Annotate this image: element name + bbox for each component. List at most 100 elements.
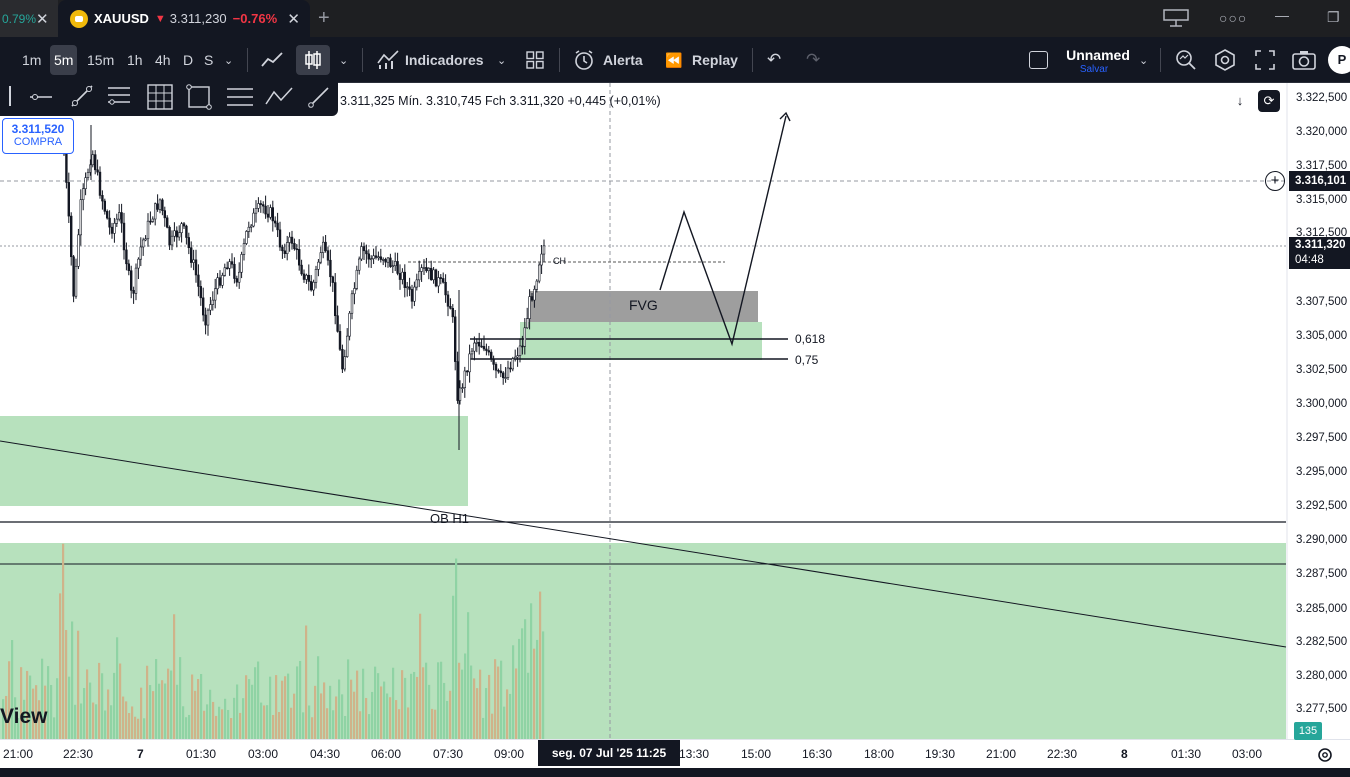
- line-chart-icon[interactable]: [260, 50, 284, 70]
- candle-body: [408, 286, 411, 290]
- candle-body: [420, 267, 423, 272]
- volume-bar: [62, 543, 65, 739]
- fullscreen-icon[interactable]: [1255, 50, 1275, 70]
- volume-bar: [200, 674, 203, 739]
- arrow-down-icon[interactable]: ↓: [1236, 93, 1244, 108]
- chevron-down-icon[interactable]: ⌄: [224, 54, 234, 67]
- candle-body: [530, 296, 534, 301]
- price-chart[interactable]: [0, 83, 1350, 777]
- candle-body: [132, 290, 135, 294]
- candle-body: [309, 281, 313, 291]
- interval-4h[interactable]: 4h: [155, 52, 171, 68]
- candles-button[interactable]: [296, 45, 330, 75]
- volume-bar: [50, 684, 53, 739]
- chevron-down-icon[interactable]: ⌄: [339, 54, 349, 67]
- browser-tab-bar: 0.79% ✕ XAUUSD ▼ 3.311,230 −0.76% ✕ + ○○…: [0, 0, 1350, 37]
- redo-icon[interactable]: ↷: [806, 50, 821, 69]
- candle-body: [139, 246, 142, 260]
- close-icon[interactable]: ✕: [36, 10, 49, 28]
- candle-body: [338, 331, 342, 350]
- rectangle-tool-icon[interactable]: [186, 84, 212, 110]
- parallel-lines-tool-icon[interactable]: [227, 88, 253, 106]
- interval-s[interactable]: S: [204, 52, 214, 68]
- profile-button[interactable]: P: [1328, 46, 1350, 74]
- zone-green-left: [0, 416, 468, 506]
- volume-bar: [161, 680, 164, 739]
- candle-body: [295, 248, 298, 251]
- interval-1h[interactable]: 1h: [127, 52, 143, 68]
- candle-body: [451, 308, 454, 318]
- candle-body: [374, 255, 378, 258]
- candle-body: [94, 154, 97, 171]
- interval-1m[interactable]: 1m: [22, 52, 42, 68]
- volume-bar: [338, 679, 341, 739]
- tab-active-symbol[interactable]: XAUUSD ▼ 3.311,230 −0.76% ✕: [58, 0, 310, 37]
- volume-bar: [137, 718, 140, 739]
- candle-body: [473, 342, 476, 352]
- trendline-tool-icon[interactable]: [71, 85, 93, 107]
- indicators-button[interactable]: Indicadores: [405, 52, 484, 68]
- quick-search-icon[interactable]: [1175, 49, 1197, 71]
- candle-body: [221, 275, 224, 286]
- new-tab-icon[interactable]: +: [318, 7, 330, 29]
- camera-icon[interactable]: [1292, 50, 1316, 70]
- volume-bar: [443, 682, 446, 739]
- undo-icon[interactable]: ↶: [767, 50, 782, 69]
- ray-tool-icon[interactable]: [308, 87, 329, 108]
- close-icon[interactable]: ✕: [287, 10, 300, 28]
- watermark: View: [0, 705, 48, 728]
- interval-15m[interactable]: 15m: [87, 52, 115, 68]
- indicators-icon[interactable]: [376, 49, 400, 71]
- settings-gear-icon[interactable]: [1316, 746, 1334, 764]
- alarm-clock-icon[interactable]: [573, 49, 595, 71]
- candle-body: [302, 273, 306, 280]
- restore-icon[interactable]: ❐: [1327, 9, 1340, 25]
- tab-previous-symbol[interactable]: 0.79% ✕: [0, 0, 58, 37]
- time-tick-label: 8: [1121, 747, 1128, 761]
- candle-body: [360, 246, 363, 260]
- chevron-down-icon[interactable]: ⌄: [497, 54, 507, 67]
- fib-618-label: 0,618: [795, 332, 826, 346]
- candle-body: [446, 294, 450, 307]
- volume-bar: [131, 706, 134, 739]
- candle-body: [91, 154, 95, 166]
- volume-bar: [86, 669, 89, 739]
- replay-button[interactable]: Replay: [692, 52, 738, 68]
- volume-bar: [449, 690, 452, 739]
- grid-tool-icon[interactable]: [147, 84, 173, 110]
- crosshair-price-badge: 3.316,101: [1289, 171, 1350, 191]
- save-button[interactable]: Salvar: [1079, 64, 1109, 75]
- candle-body: [254, 208, 258, 214]
- sync-icon[interactable]: ⟳: [1258, 90, 1280, 112]
- volume-bar: [278, 712, 281, 739]
- volume-bar: [239, 712, 242, 739]
- minimize-icon[interactable]: —: [1275, 7, 1289, 23]
- interval-d[interactable]: D: [183, 52, 194, 68]
- candle-body: [103, 200, 107, 212]
- volume-bar: [509, 693, 512, 739]
- layout-name[interactable]: Unnamed: [1066, 47, 1130, 63]
- volume-bar: [47, 666, 50, 739]
- templates-icon[interactable]: [526, 51, 544, 69]
- horizontal-line-tool-icon[interactable]: [30, 94, 52, 100]
- volume-bar: [134, 716, 137, 739]
- add-level-icon[interactable]: +: [1265, 171, 1285, 191]
- layout-icon[interactable]: [1163, 9, 1189, 27]
- interval-5m[interactable]: 5m: [50, 45, 78, 75]
- candle-body: [209, 304, 212, 311]
- volume-bar: [302, 712, 305, 739]
- fib-tool-icon[interactable]: [108, 87, 130, 105]
- chevron-down-icon[interactable]: ⌄: [1139, 54, 1149, 67]
- candle-body: [285, 242, 289, 254]
- settings-icon[interactable]: [1214, 49, 1236, 71]
- more-icon[interactable]: ○○○: [1219, 10, 1248, 26]
- alert-button[interactable]: Alerta: [603, 52, 643, 68]
- layout-checkbox-icon[interactable]: [1029, 51, 1048, 69]
- pattern-tool-icon[interactable]: [265, 87, 293, 105]
- candle-body: [398, 273, 402, 280]
- buy-button[interactable]: 3.311,520 COMPRA: [2, 118, 74, 154]
- candle-body: [297, 249, 301, 266]
- candle-body: [98, 171, 102, 196]
- candle-body: [166, 217, 169, 228]
- time-tick-label: 01:30: [186, 747, 217, 761]
